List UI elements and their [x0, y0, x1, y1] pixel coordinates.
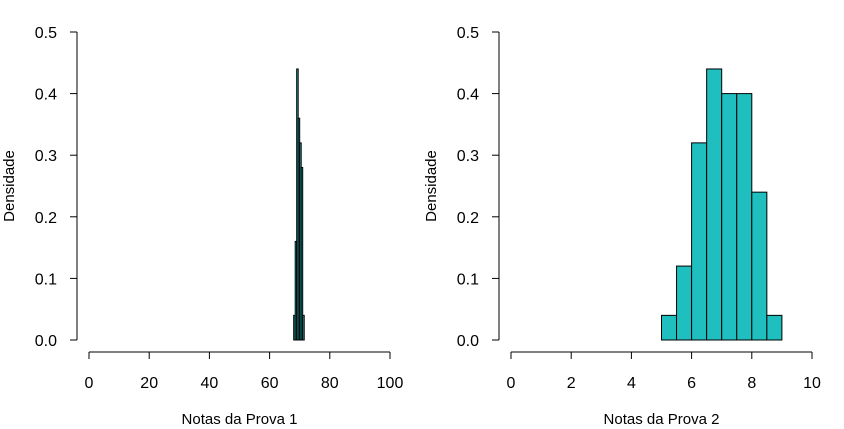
- y-tick-label: 0.0: [457, 333, 479, 350]
- y-tick-label: 0.3: [35, 148, 57, 165]
- histogram-bar: [661, 314, 678, 341]
- histogram-bar: [766, 314, 783, 341]
- y-tick-label: 0.5: [35, 25, 57, 42]
- x-tick-label: 8: [747, 375, 756, 392]
- y-tick-label: 0.1: [35, 271, 57, 288]
- x-tick-label: 4: [627, 375, 636, 392]
- x-tick-label: 2: [567, 375, 576, 392]
- y-tick-label: 0.2: [35, 210, 57, 227]
- histogram-bar: [751, 191, 768, 341]
- histogram-bar: [691, 142, 708, 341]
- y-axis-title: Densidade: [423, 150, 440, 222]
- x-tick-label: 80: [321, 375, 339, 392]
- y-tick-label: 0.2: [457, 210, 479, 227]
- histogram-bar: [706, 68, 723, 341]
- y-axis-title: Densidade: [1, 150, 18, 222]
- x-tick-label: 6: [687, 375, 696, 392]
- y-tick-label: 0.4: [35, 87, 57, 104]
- histogram-bar: [736, 93, 753, 341]
- chart-panel-2: 0 2 4 6 8 10 0.0 0.1 0.2 0.3 0.4 0.5 Notas da Prova …: [423, 25, 821, 428]
- chart-panel-1: 0 20 40 60 80 100 0.0 0.1 0.2 0.3 0.4 0.5 Notas da P…: [1, 25, 403, 428]
- y-tick-label: 0.4: [457, 87, 479, 104]
- histogram-bar: [302, 314, 305, 341]
- y-tick-label: 0.1: [457, 271, 479, 288]
- x-tick-label: 60: [261, 375, 279, 392]
- y-tick-label: 0.0: [35, 333, 57, 350]
- y-tick-label: 0.3: [457, 148, 479, 165]
- histogram-bar: [676, 265, 693, 341]
- x-tick-label: 100: [377, 375, 404, 392]
- x-axis-title: Notas da Prova 2: [604, 411, 720, 428]
- x-tick-label: 10: [803, 375, 821, 392]
- histogram-bar: [300, 167, 304, 341]
- x-tick-label: 0: [85, 375, 94, 392]
- y-tick-label: 0.5: [457, 25, 479, 42]
- histogram-bar: [721, 93, 738, 341]
- x-tick-label: 0: [507, 375, 516, 392]
- x-tick-label: 40: [201, 375, 219, 392]
- x-axis-title: Notas da Prova 1: [182, 411, 298, 428]
- x-tick-label: 20: [140, 375, 158, 392]
